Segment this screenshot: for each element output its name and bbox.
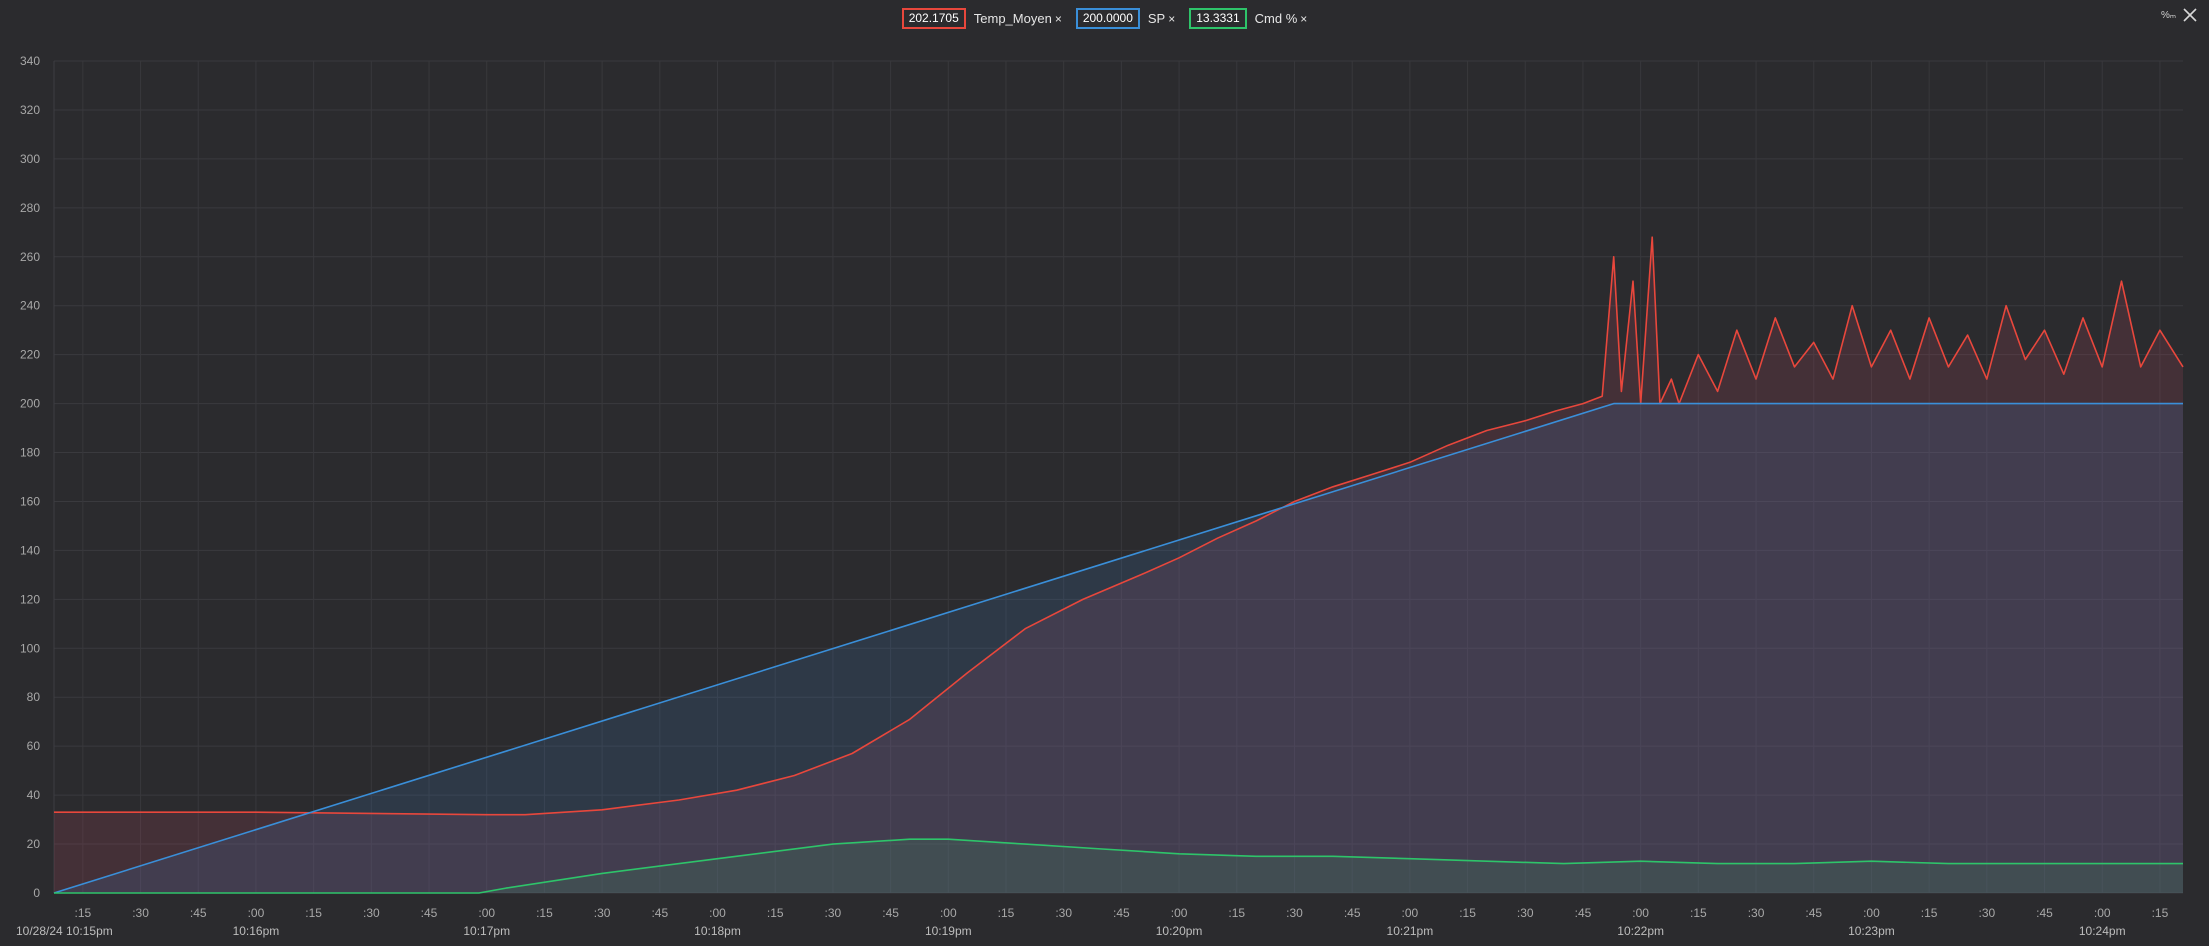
y-tick-label: 20 — [27, 837, 41, 851]
remove-series-icon[interactable]: × — [1054, 11, 1062, 26]
y-tick-label: 200 — [20, 397, 40, 411]
x-tick-label: :00 — [1863, 906, 1880, 920]
close-icon[interactable] — [2181, 6, 2199, 24]
y-tick-label: 340 — [20, 54, 40, 68]
y-tick-label: 240 — [20, 299, 40, 313]
x-tick-label: :45 — [1805, 906, 1822, 920]
series-lines — [53, 236, 2184, 894]
x-major-label: 10:24pm — [2079, 924, 2126, 938]
remove-series-icon[interactable]: × — [1168, 11, 1176, 26]
legend-series-name: SP — [1147, 11, 1166, 26]
x-major-label: 10:22pm — [1617, 924, 1664, 938]
x-tick-label: :45 — [1344, 906, 1361, 920]
legend-item[interactable]: 200.0000 SP × — [1075, 8, 1176, 29]
y-tick-label: 260 — [20, 250, 40, 264]
x-tick-label: :15 — [1228, 906, 1245, 920]
y-tick-label: 120 — [20, 592, 40, 606]
x-tick-label: :45 — [2036, 906, 2053, 920]
x-tick-label: :30 — [1978, 906, 1995, 920]
y-tick-label: 320 — [20, 103, 40, 117]
x-tick-label: :15 — [75, 906, 92, 920]
x-tick-label: :15 — [1459, 906, 1476, 920]
x-tick-label: :45 — [882, 906, 899, 920]
x-major-label: 10:20pm — [1156, 924, 1203, 938]
x-tick-label: :00 — [1171, 906, 1188, 920]
x-major-label: 10:17pm — [463, 924, 510, 938]
x-tick-label: :00 — [478, 906, 495, 920]
x-tick-label: :30 — [1517, 906, 1534, 920]
legend-item[interactable]: 13.3331 Cmd % × — [1189, 8, 1307, 29]
x-tick-label: :15 — [1921, 906, 1938, 920]
y-tick-label: 180 — [20, 446, 40, 460]
remove-series-icon[interactable]: × — [1300, 11, 1308, 26]
x-tick-label: :30 — [1286, 906, 1303, 920]
legend-value-badge: 200.0000 — [1075, 8, 1140, 29]
x-tick-label: :15 — [305, 906, 322, 920]
series-area-cmd- — [54, 839, 2183, 893]
legend-item[interactable]: 202.1705 Temp_Moyen × — [901, 8, 1062, 29]
x-tick-label: :45 — [421, 906, 438, 920]
y-tick-label: 300 — [20, 152, 40, 166]
x-major-label: 10:23pm — [1848, 924, 1895, 938]
series-area-temp-moyen — [54, 237, 2183, 893]
y-axis-ticks: 0 20 40 60 80 100 120 140 160 180 200 220 240 260 280 3… — [20, 54, 40, 900]
x-major-label: 10:16pm — [233, 924, 280, 938]
x-tick-label: :30 — [1748, 906, 1765, 920]
x-tick-label: :15 — [767, 906, 784, 920]
legend-series-name: Cmd % — [1254, 11, 1298, 26]
x-tick-label: :15 — [2152, 906, 2169, 920]
x-tick-label: :15 — [1690, 906, 1707, 920]
x-axis-ticks: :15 :30 :45 :00 :15 :30 :45 :00 :15 :30 :45 :00 :15:… — [16, 906, 2169, 938]
x-tick-label: :00 — [1402, 906, 1419, 920]
y-tick-label: 60 — [27, 739, 41, 753]
x-tick-label: :00 — [1632, 906, 1649, 920]
legend-value-badge: 13.3331 — [1189, 8, 1247, 29]
legend-value-badge: 202.1705 — [901, 8, 966, 29]
x-tick-label: :00 — [2094, 906, 2111, 920]
y-tick-label: 80 — [27, 690, 41, 704]
x-tick-label: :30 — [132, 906, 149, 920]
x-tick-label: :00 — [248, 906, 265, 920]
x-tick-label: :15 — [998, 906, 1015, 920]
y-tick-label: 40 — [27, 788, 41, 802]
series-line-sp — [53, 402, 2183, 894]
x-tick-label: :30 — [594, 906, 611, 920]
series-line-cmd- — [54, 838, 2183, 894]
x-tick-label: :45 — [651, 906, 668, 920]
y-tick-label: 220 — [20, 348, 40, 362]
x-tick-label: :30 — [1055, 906, 1072, 920]
x-tick-label: :45 — [190, 906, 207, 920]
chart-legend: 202.1705 Temp_Moyen × 200.0000 SP × 13.3331 Cmd… — [0, 8, 2209, 29]
x-tick-label: :30 — [825, 906, 842, 920]
y-tick-label: 100 — [20, 641, 40, 655]
x-major-label: 10:19pm — [925, 924, 972, 938]
x-tick-label: :45 — [1575, 906, 1592, 920]
x-major-label: 10:18pm — [694, 924, 741, 938]
y-tick-label: 0 — [33, 886, 40, 900]
y-tick-label: 140 — [20, 543, 40, 557]
series-area-sp — [54, 403, 2183, 893]
x-major-label: 10:21pm — [1387, 924, 1434, 938]
y-tick-label: 280 — [20, 201, 40, 215]
percent-toggle-button[interactable]: %ₘ — [2161, 10, 2177, 21]
y-tick-label: 160 — [20, 494, 40, 508]
legend-series-name: Temp_Moyen — [973, 11, 1052, 26]
x-tick-label: :45 — [1113, 906, 1130, 920]
x-tick-label: :30 — [363, 906, 380, 920]
x-major-label: 10/28/24 10:15pm — [16, 924, 113, 938]
x-tick-label: :00 — [940, 906, 957, 920]
x-tick-label: :00 — [709, 906, 726, 920]
x-tick-label: :15 — [536, 906, 553, 920]
series-areas — [54, 237, 2183, 893]
